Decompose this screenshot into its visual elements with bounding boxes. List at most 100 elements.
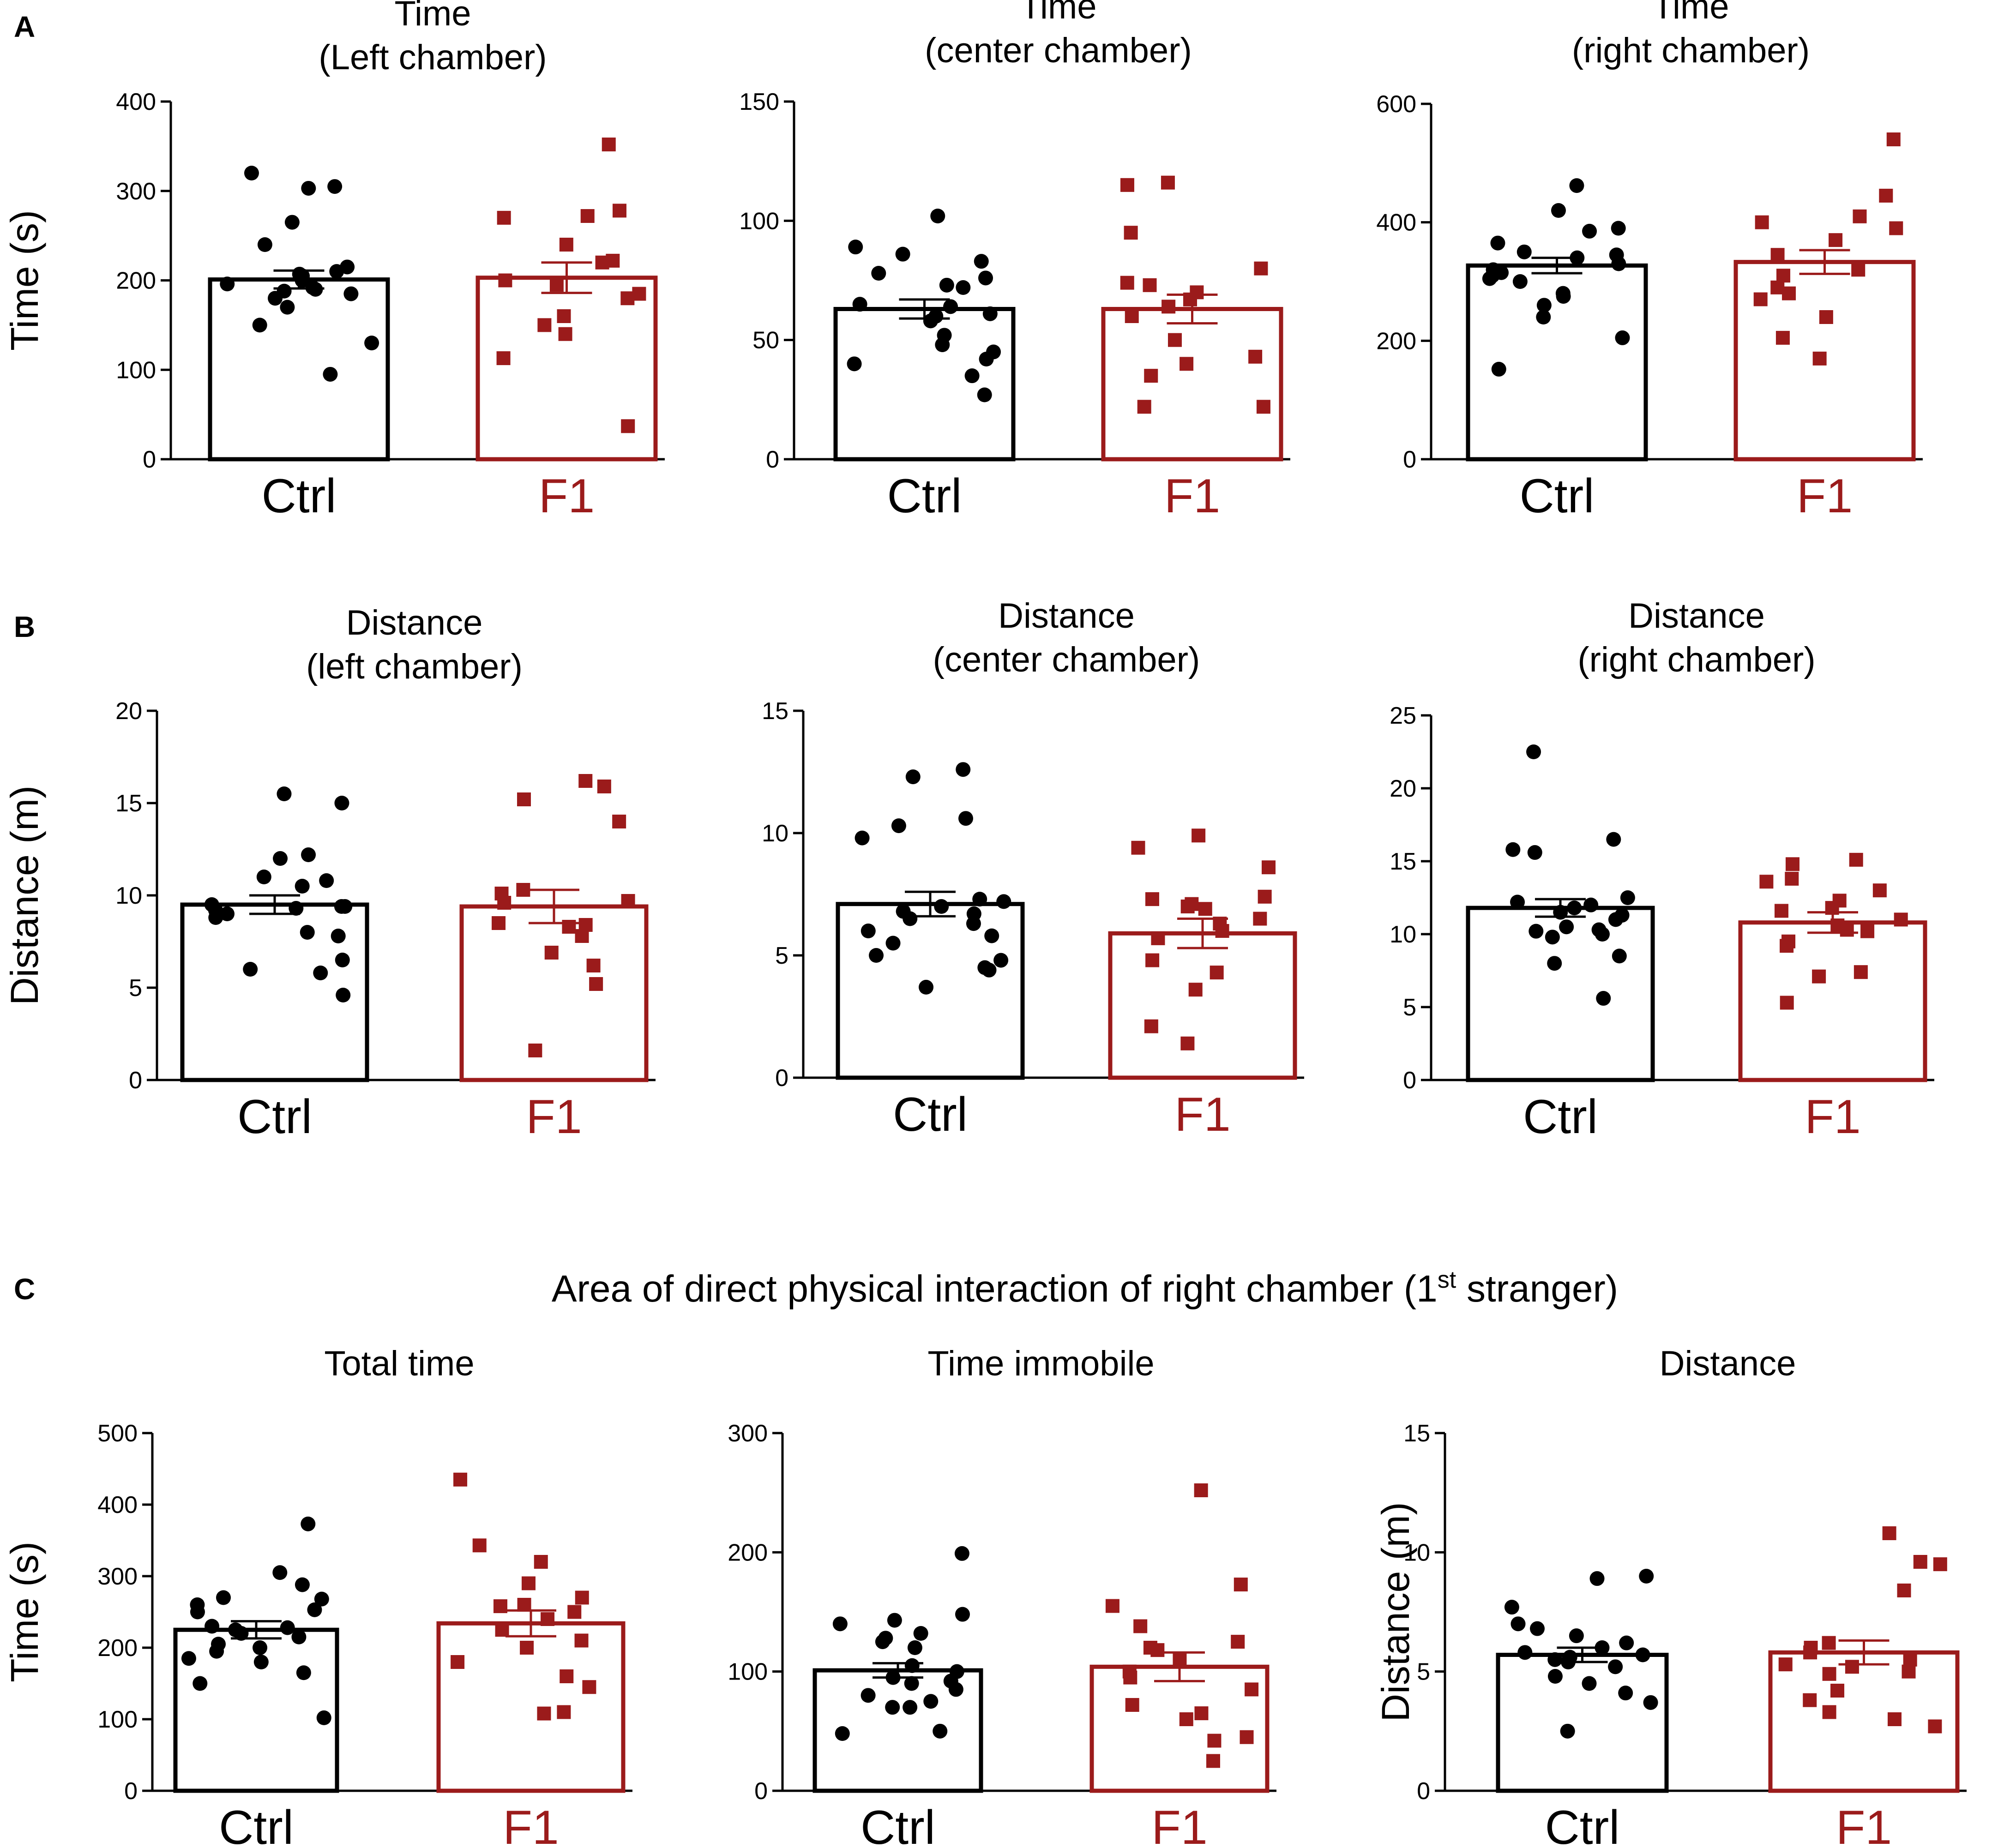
data-point-f1 [1845,1660,1859,1674]
data-point-ctrl [1618,1686,1633,1701]
data-point-f1 [1161,300,1176,314]
data-point-ctrl [852,297,867,312]
data-point-f1 [558,327,572,341]
data-point-ctrl [955,1607,970,1622]
data-point-ctrl [1615,330,1630,345]
data-point-ctrl [335,953,350,967]
data-point-ctrl [948,1682,963,1697]
data-point-ctrl [958,811,974,826]
data-point-f1 [1854,965,1868,979]
data-point-ctrl [1567,900,1582,916]
chart-b3: Distance (right chamber) 0 5 10 15 20 25 Ctrl F1 [1390,596,1934,1144]
data-point-ctrl [323,366,338,382]
category-label-ctrl: Ctrl [887,469,962,523]
y-axis-label: Distance (m) [3,786,46,1005]
data-point-ctrl [891,818,906,834]
data-point-ctrl [972,892,987,907]
category-label-f1: F1 [1174,1088,1230,1141]
data-point-f1 [1161,175,1175,190]
data-point-f1 [1775,330,1790,345]
data-point-ctrl [272,1565,288,1580]
chart-a1: Time (Left chamber) 0 100 200 300 400 Time (s) C… [3,0,665,523]
data-point-ctrl [1595,1640,1610,1655]
data-point-f1 [1124,226,1138,240]
data-point-f1 [567,1605,582,1619]
category-label-ctrl: Ctrl [262,469,337,523]
chart-c2: Time immobile 0 100 200 300 Ctrl F1 [728,1344,1276,1848]
data-point-f1 [574,1633,589,1648]
data-point-ctrl [1510,894,1525,910]
data-point-f1 [612,815,626,828]
category-label-ctrl: Ctrl [893,1088,968,1141]
data-point-f1 [1812,969,1826,984]
data-point-f1 [562,920,576,934]
data-point-ctrl [1536,298,1552,313]
data-point-ctrl [977,387,992,402]
data-point-ctrl [220,276,235,292]
data-point-f1 [1825,901,1839,915]
y-tick-label: 300 [116,178,156,205]
data-point-f1 [1150,1643,1165,1657]
data-point-ctrl [205,1619,220,1634]
data-point-f1 [621,419,635,433]
y-tick-label: 20 [115,698,142,725]
data-point-f1 [1778,1657,1793,1672]
data-point-f1 [1137,400,1151,414]
data-point-f1 [1183,292,1197,306]
data-point-f1 [1133,1619,1148,1633]
y-tick-label: 0 [1417,1778,1430,1805]
data-point-ctrl [1530,1621,1545,1636]
section-c-title-prefix: Area of direct physical interaction of r… [552,1268,1438,1310]
data-point-f1 [495,1623,509,1637]
y-axis-label: Distance (m) [1374,1502,1417,1722]
data-point-ctrl [869,948,884,963]
y-tick-label: 25 [1390,702,1416,729]
data-point-f1 [595,255,609,270]
data-point-ctrl [885,936,901,951]
data-point-ctrl [1547,956,1562,971]
data-point-f1 [1240,1730,1254,1744]
data-point-ctrl [1559,919,1574,935]
data-point-f1 [1897,1584,1911,1597]
data-point-f1 [1145,892,1159,906]
data-point-f1 [1902,1664,1916,1679]
data-point-f1 [557,309,571,323]
data-point-f1 [528,1044,542,1057]
data-point-ctrl [979,352,994,366]
chart-a3: Time (right chamber) 0 200 400 600 Ctrl F1 [1376,0,1923,523]
y-tick-label: 10 [115,882,142,909]
data-point-f1 [1822,1667,1836,1681]
data-point-f1 [1753,292,1768,306]
data-point-f1 [1812,351,1827,366]
data-point-f1 [1860,924,1875,938]
data-point-ctrl [861,924,876,938]
data-point-ctrl [307,1602,322,1617]
data-point-ctrl [216,1590,231,1605]
y-tick-label: 50 [752,327,779,354]
data-point-f1 [1105,1599,1119,1613]
data-point-ctrl [1569,178,1584,193]
data-point-f1 [1822,1705,1836,1719]
panel-label-a: A [14,10,35,43]
data-point-ctrl [334,899,349,914]
chart-title-line: Time [1652,0,1729,26]
y-tick-label: 500 [97,1420,138,1447]
data-point-ctrl [1547,1669,1563,1684]
data-point-f1 [1256,400,1270,414]
data-point-ctrl [1505,842,1521,857]
data-point-f1 [1803,1693,1817,1707]
section-c-title: Area of direct physical interaction of r… [552,1266,1618,1310]
y-tick-label: 200 [97,1635,138,1662]
data-point-ctrl [1504,1600,1519,1615]
data-point-ctrl [913,1626,928,1641]
data-point-f1 [492,916,506,930]
data-point-ctrl [993,953,1009,968]
y-tick-label: 10 [762,820,788,847]
data-point-f1 [1803,1645,1817,1660]
data-point-f1 [589,977,603,991]
data-point-ctrl [308,282,323,297]
data-point-ctrl [930,209,945,223]
data-point-ctrl [919,979,934,995]
data-point-f1 [1774,904,1788,918]
y-tick-label: 150 [739,89,779,115]
